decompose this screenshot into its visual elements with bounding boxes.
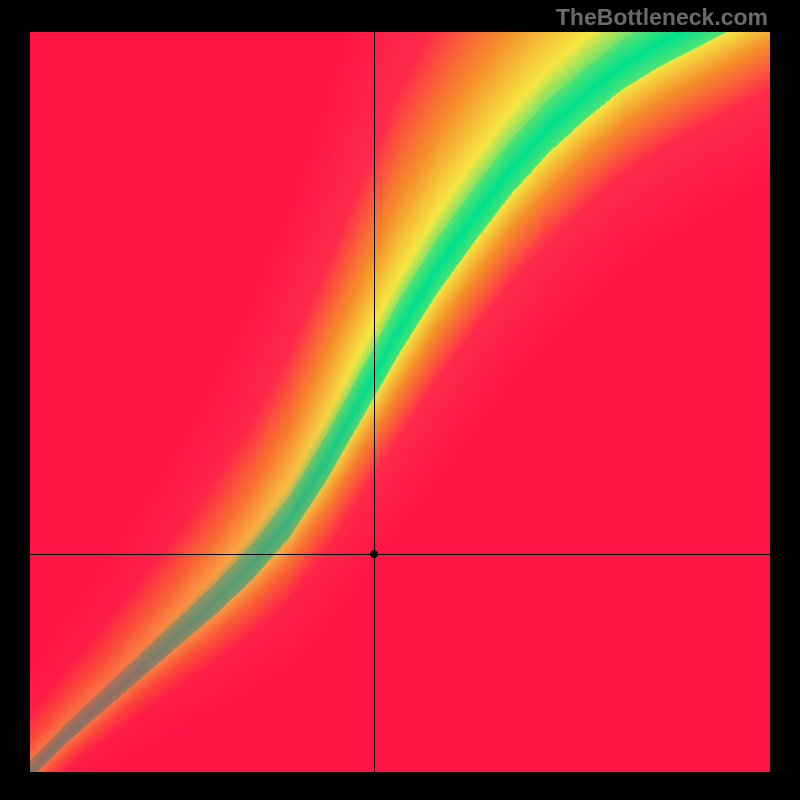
heatmap-plot [30,32,770,772]
watermark-text: TheBottleneck.com [556,4,768,31]
crosshair-horizontal [30,554,770,555]
crosshair-vertical [374,32,375,772]
crosshair-marker [370,550,378,558]
heatmap-canvas [30,32,770,772]
